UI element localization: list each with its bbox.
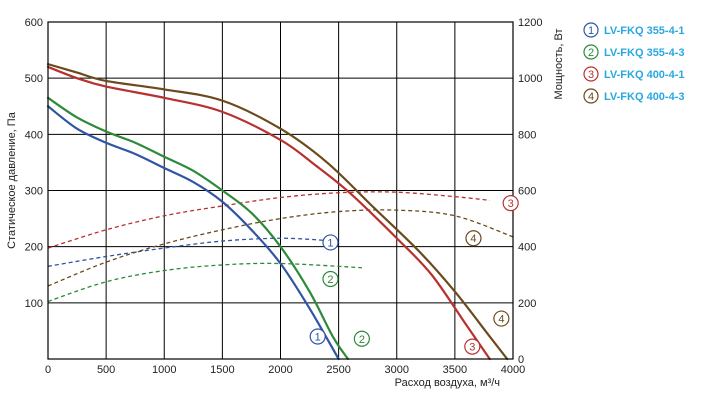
curve-marker-circle (465, 230, 482, 247)
power-curves (47, 191, 514, 303)
x-tick-label: 500 (97, 364, 115, 376)
curve-marker-number: 4 (498, 314, 504, 326)
pressure-curve (46, 63, 509, 361)
legend-marker-number: 3 (588, 69, 594, 81)
power-curve (47, 262, 362, 303)
x-tick-label: 2500 (326, 364, 350, 376)
curve-marker: 2 (322, 270, 339, 288)
legend-label: LV-FKQ 355-4-3 (604, 47, 685, 59)
curve-marker: 1 (309, 328, 326, 345)
power-curve (47, 237, 328, 267)
curve-marker-circle (493, 310, 510, 327)
plot-frame (47, 21, 514, 360)
curve-marker-number: 1 (315, 332, 321, 344)
curve-marker: 2 (353, 330, 370, 347)
x-axis-title: Расход воздуха, м³/ч (395, 377, 500, 389)
x-tick-label: 4000 (501, 364, 525, 376)
power-curve (47, 209, 514, 287)
legend-marker (583, 22, 599, 38)
y-left-tick-labels: 100 200 300 400 500 600 (25, 17, 43, 310)
x-tick-label: 1500 (210, 364, 234, 376)
x-tick-label: 0 (45, 364, 51, 376)
curve-marker: 1 (322, 234, 339, 251)
legend-item: 3 LV-FKQ 400-4-1 (583, 66, 685, 82)
legend-item: 2 LV-FKQ 355-4-3 (583, 44, 685, 60)
y-left-tick-label: 500 (25, 73, 43, 85)
y-left-tick-label: 600 (25, 17, 43, 29)
chart-grid (48, 22, 513, 359)
curve-marker-circle (353, 330, 370, 347)
legend-label: LV-FKQ 400-4-1 (604, 69, 685, 81)
legend-marker-number: 1 (588, 25, 594, 37)
legend-marker (583, 44, 599, 60)
legend-item: 1 LV-FKQ 355-4-1 (583, 22, 685, 38)
curve-marker-circle (502, 195, 519, 212)
y-right-tick-label: 0 (518, 354, 524, 366)
pressure-curve (46, 105, 340, 361)
y-right-tick-label: 1000 (518, 73, 542, 85)
curve-marker-number: 4 (470, 233, 476, 245)
curve-marker: 4 (493, 310, 510, 327)
x-tick-label: 2000 (268, 364, 292, 376)
y-right-axis-title: Мощность, Вт (553, 28, 565, 99)
power-curve (47, 191, 490, 249)
curve-marker-circle (322, 234, 339, 251)
legend-item: 4 LV-FKQ 400-4-3 (583, 88, 685, 104)
curve-marker-number: 2 (327, 274, 333, 286)
y-right-tick-label: 400 (518, 242, 536, 254)
legend-marker-number: 2 (588, 47, 594, 59)
legend-marker-number: 4 (588, 91, 594, 103)
y-left-tick-label: 200 (25, 242, 43, 254)
curve-marker-circle (464, 338, 481, 355)
pressure-curve (46, 65, 491, 361)
legend-marker (583, 66, 599, 82)
x-tick-label: 3500 (443, 364, 467, 376)
legend-label: LV-FKQ 400-4-3 (604, 91, 685, 103)
curve-marker-circle (322, 270, 339, 288)
curve-markers: 1 1 2 2 3 3 4 4 (309, 195, 519, 355)
x-tick-label: 1000 (152, 364, 176, 376)
y-right-tick-label: 800 (518, 129, 536, 141)
y-right-tick-label: 200 (518, 298, 536, 310)
x-tick-label: 3000 (385, 364, 409, 376)
y-left-tick-label: 400 (25, 129, 43, 141)
y-left-tick-label: 300 (25, 186, 43, 198)
y-left-axis-title: Статическое давление, Па (6, 111, 18, 249)
pressure-curves (46, 63, 509, 361)
curve-marker-circle (309, 328, 326, 345)
curve-marker: 4 (465, 230, 482, 247)
curve-marker-number: 3 (469, 342, 475, 354)
y-right-tick-labels: 0 200 400 600 800 1000 1200 (518, 17, 542, 366)
x-tick-labels: 0 500 1000 1500 2000 2500 3000 3500 4000 (45, 364, 525, 376)
curve-marker-number: 1 (327, 237, 333, 249)
y-right-tick-label: 1200 (518, 17, 542, 29)
y-left-tick-label: 100 (25, 298, 43, 310)
legend: 1 LV-FKQ 355-4-1 2 LV-FKQ 355-4-3 3 LV-FKQ 40… (583, 22, 685, 104)
curve-marker-number: 2 (359, 334, 365, 346)
curve-marker: 3 (502, 195, 519, 212)
y-right-tick-label: 600 (518, 186, 536, 198)
curve-marker: 3 (464, 338, 481, 355)
legend-marker (583, 88, 599, 104)
curve-marker-number: 3 (508, 198, 514, 210)
legend-label: LV-FKQ 355-4-1 (604, 25, 685, 37)
pressure-curve (46, 96, 350, 361)
